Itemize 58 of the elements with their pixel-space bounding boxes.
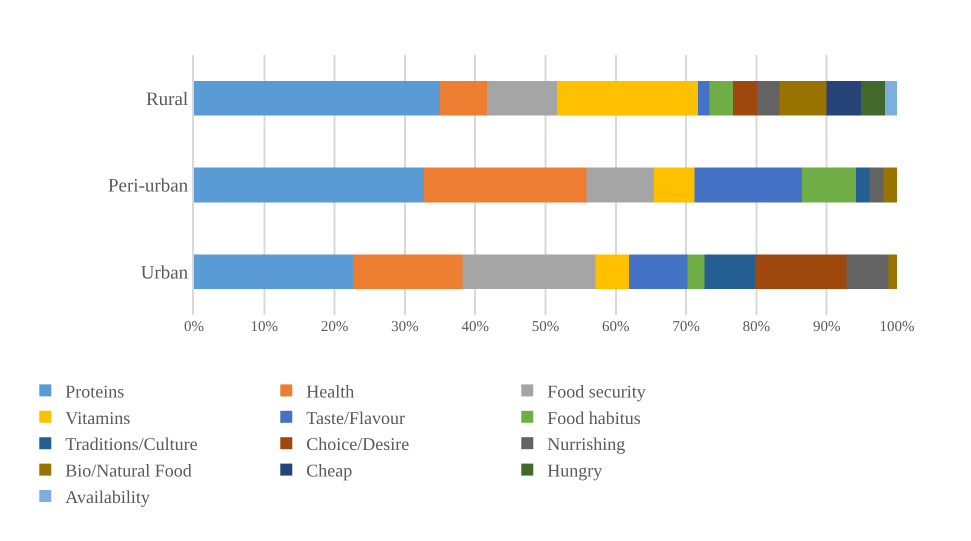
legend-label: Bio/Natural Food [65, 460, 192, 481]
legend-label: Cheap [306, 460, 352, 481]
bar [194, 81, 440, 116]
bar [733, 81, 758, 116]
y-tick-label: Urban [140, 262, 189, 284]
bar [424, 168, 586, 202]
x-tick-label: 30% [391, 319, 419, 335]
bar [194, 168, 424, 202]
bar [709, 81, 734, 116]
bar [757, 81, 780, 116]
bar [688, 254, 704, 289]
x-tick-label: 40% [461, 319, 489, 335]
legend-label: Taste/Flavour [306, 408, 406, 428]
bar [586, 168, 654, 202]
bar [780, 81, 827, 116]
x-tick-label: 60% [602, 319, 630, 335]
x-tick-label: 100% [880, 319, 914, 335]
legend-label: Choice/Desire [306, 434, 410, 454]
bar [885, 81, 897, 116]
legend-label: Nurrishing [547, 434, 626, 454]
bar [826, 81, 862, 116]
bar [654, 168, 695, 202]
x-tick-label: 70% [672, 319, 700, 335]
legend-label: Vitamins [65, 408, 130, 428]
bar [556, 81, 698, 116]
y-tick-label: Rural [146, 88, 188, 110]
bar [440, 81, 488, 116]
bar [194, 254, 353, 289]
x-tick-label: 20% [320, 319, 348, 335]
bar [704, 254, 755, 289]
bar [595, 254, 630, 289]
x-tick-label: 80% [742, 319, 770, 335]
bar [352, 254, 463, 289]
bar [698, 81, 710, 116]
x-tick-label: 90% [812, 319, 840, 335]
legend-label: Food security [547, 381, 646, 402]
bar [694, 168, 802, 202]
bar [856, 168, 870, 202]
bar [861, 81, 886, 116]
bar [888, 254, 897, 289]
bar [802, 168, 856, 202]
bar [846, 254, 889, 289]
legend-label: Hungry [547, 460, 602, 481]
bar [487, 81, 557, 116]
legend-label: Traditions/Culture [65, 434, 198, 454]
legend-label: Food habitus [547, 408, 641, 428]
legend-label: Health [306, 381, 354, 402]
legend-label: Proteins [65, 381, 124, 402]
bar [884, 168, 897, 202]
bar [629, 254, 688, 289]
bar [870, 168, 884, 202]
bar [754, 254, 846, 289]
x-tick-label: 10% [250, 319, 278, 335]
bar [462, 254, 596, 289]
y-tick-label: Peri-urban [108, 176, 189, 197]
x-tick-label: 50% [532, 319, 560, 335]
x-tick-label: 0% [184, 319, 204, 335]
legend-label: Availability [65, 487, 150, 508]
